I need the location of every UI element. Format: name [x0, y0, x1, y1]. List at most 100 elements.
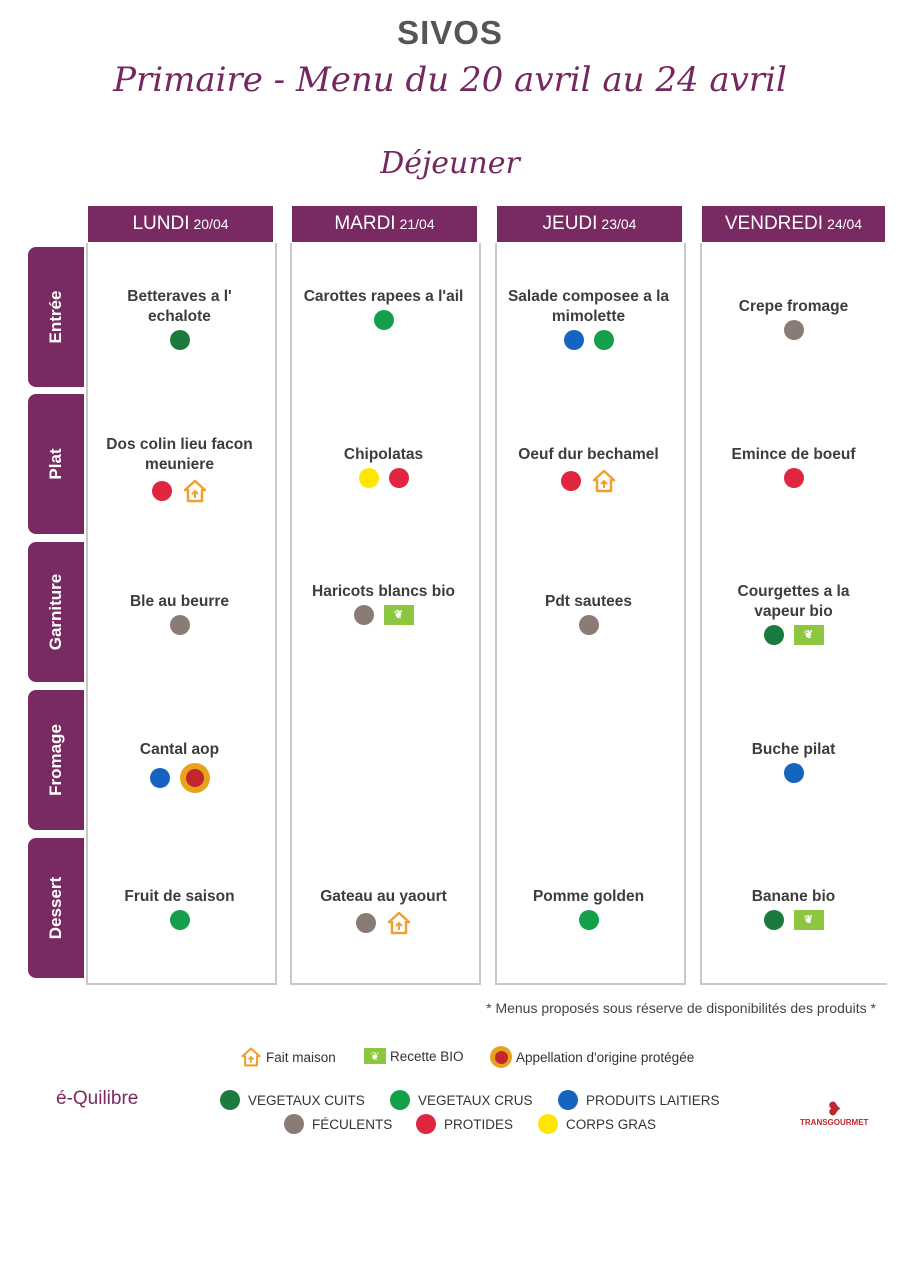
- menu-item-label: Chipolatas: [343, 446, 424, 463]
- menu-cell-lundi-entree: Betteraves a l' echalote: [96, 287, 263, 350]
- vegetaux-crus-dot-icon: [390, 1090, 410, 1110]
- menu-item-label: Ble au beurre: [129, 593, 230, 610]
- equilibre-logo: é-Quilibre: [56, 1088, 139, 1109]
- menu-item-label: Courgettes a la vapeur bio: [737, 583, 850, 620]
- day-column-jeudi: [495, 243, 686, 985]
- aop-seal-icon: [490, 1046, 512, 1068]
- menu-item-tags: ❦: [710, 625, 877, 645]
- menu-cell-jeudi-plat: Oeuf dur bechamel: [505, 445, 672, 494]
- vegetaux-cuits-dot-icon: [169, 330, 190, 350]
- menu-item-label: Dos colin lieu facon meuniere: [106, 436, 253, 473]
- menu-cell-lundi-dessert: Fruit de saison: [96, 887, 263, 930]
- menu-item-tags: [505, 615, 672, 635]
- menu-item-tags: [710, 320, 877, 340]
- row-label-plat: Plat: [28, 394, 84, 534]
- produits-laitiers-dot-icon: [558, 1090, 578, 1110]
- menu-item-label: Emince de boeuf: [731, 446, 856, 463]
- menu-item-tags: [96, 478, 263, 504]
- menu-cell-vendredi-entree: Crepe fromage: [710, 297, 877, 340]
- menu-item-tags: [300, 910, 467, 936]
- bio-leaf-icon: ❦: [793, 625, 824, 645]
- transgourmet-logo: ❥ TRANSGOURMET: [800, 1099, 869, 1127]
- feculents-dot-icon: [353, 605, 374, 625]
- menu-item-label: Banane bio: [751, 888, 836, 905]
- produits-laitiers-dot-icon: [149, 768, 170, 788]
- menu-item-tags: [96, 910, 263, 930]
- menu-cell-mardi-dessert: Gateau au yaourt: [300, 887, 467, 936]
- menu-item-label: Pomme golden: [532, 888, 645, 905]
- menu-cell-vendredi-garniture: Courgettes a la vapeur bio ❦: [710, 582, 877, 645]
- feculents-dot-icon: [169, 615, 190, 635]
- house-icon: [183, 479, 206, 503]
- menu-item-label: Carottes rapees a l'ail: [303, 288, 464, 305]
- menu-item-tags: [505, 330, 672, 350]
- page-title: SIVOS: [397, 14, 503, 51]
- row-label-fromage: Fromage: [28, 690, 84, 830]
- bio-leaf-icon: ❦: [793, 910, 824, 930]
- menu-cell-mardi-plat: Chipolatas: [300, 445, 467, 488]
- menu-subtitle: Primaire - Menu du 20 avril au 24 avril: [113, 60, 787, 100]
- legend-fait-maison: Fait maison: [240, 1046, 336, 1068]
- legend-protides: PROTIDES: [416, 1114, 513, 1134]
- produits-laitiers-dot-icon: [783, 763, 804, 783]
- menu-item-tags: [96, 763, 263, 793]
- menu-item-label: Pdt sautees: [544, 593, 632, 610]
- legend-feculents: FÉCULENTS: [284, 1114, 392, 1134]
- menu-cell-jeudi-dessert: Pomme golden: [505, 887, 672, 930]
- produits-laitiers-dot-icon: [563, 330, 584, 350]
- day-header-vendredi: VENDREDI 24/04: [702, 206, 885, 242]
- protides-dot-icon: [388, 468, 409, 488]
- menu-cell-lundi-garniture: Ble au beurre: [96, 592, 263, 635]
- menu-item-label: Betteraves a l' echalote: [127, 288, 232, 325]
- day-column-vendredi: [700, 243, 887, 985]
- day-header-jeudi: JEUDI 23/04: [497, 206, 682, 242]
- day-header-lundi: LUNDI 20/04: [88, 206, 273, 242]
- corps-gras-dot-icon: [538, 1114, 558, 1134]
- legend-bio: ❦ Recette BIO: [364, 1048, 464, 1064]
- vegetaux-cuits-dot-icon: [763, 910, 784, 930]
- feculents-dot-icon: [284, 1114, 304, 1134]
- vegetaux-crus-dot-icon: [373, 310, 394, 330]
- menu-item-tags: [96, 330, 263, 350]
- menu-cell-jeudi-entree: Salade composee a la mimolette: [505, 287, 672, 350]
- legend-aop: Appellation d'origine protégée: [490, 1046, 694, 1068]
- protides-dot-icon: [151, 481, 172, 501]
- menu-cell-jeudi-garniture: Pdt sautees: [505, 592, 672, 635]
- menu-item-label: Buche pilat: [751, 741, 836, 758]
- menu-item-tags: [300, 310, 467, 330]
- aop-seal-icon: [179, 763, 210, 793]
- legend-vegetaux-cuits: VEGETAUX CUITS: [220, 1090, 365, 1110]
- menu-item-tags: [96, 615, 263, 635]
- menu-item-label: Oeuf dur bechamel: [518, 446, 659, 463]
- vegetaux-crus-dot-icon: [578, 910, 599, 930]
- vegetaux-cuits-dot-icon: [763, 625, 784, 645]
- protides-dot-icon: [560, 471, 581, 491]
- menu-cell-vendredi-plat: Emince de boeuf: [710, 445, 877, 488]
- day-column-lundi: [86, 243, 277, 985]
- vegetaux-cuits-dot-icon: [220, 1090, 240, 1110]
- protides-dot-icon: [783, 468, 804, 488]
- menu-item-tags: [505, 468, 672, 494]
- feculents-dot-icon: [578, 615, 599, 635]
- meal-title: Déjeuner: [380, 146, 520, 181]
- menu-cell-lundi-fromage: Cantal aop: [96, 740, 263, 793]
- vegetaux-crus-dot-icon: [169, 910, 190, 930]
- row-label-dessert: Dessert: [28, 838, 84, 978]
- menu-item-label: Fruit de saison: [124, 888, 235, 905]
- menu-cell-lundi-plat: Dos colin lieu facon meuniere: [96, 435, 263, 504]
- day-header-mardi: MARDI 21/04: [292, 206, 477, 242]
- legend-corps-gras: CORPS GRAS: [538, 1114, 656, 1134]
- menu-item-label: Haricots blancs bio: [312, 583, 455, 600]
- bio-leaf-icon: ❦: [383, 605, 414, 625]
- legend-produits-laitiers: PRODUITS LAITIERS: [558, 1090, 720, 1110]
- menu-item-tags: [710, 763, 877, 783]
- house-icon: [241, 1047, 261, 1067]
- bio-leaf-icon: ❦: [364, 1048, 386, 1064]
- menu-item-label: Gateau au yaourt: [320, 888, 447, 905]
- menu-item-label: Salade composee a la mimolette: [507, 288, 670, 325]
- menu-item-tags: [505, 910, 672, 930]
- availability-note: * Menus proposés sous réserve de disponi…: [486, 1000, 876, 1016]
- corps-gras-dot-icon: [358, 468, 379, 488]
- menu-item-tags: [710, 468, 877, 488]
- fish-icon: ❥: [826, 1099, 842, 1119]
